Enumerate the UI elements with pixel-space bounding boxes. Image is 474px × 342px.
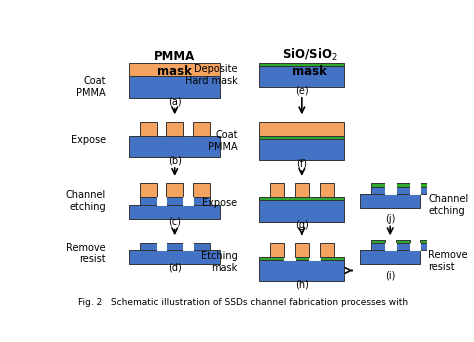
Bar bbox=[410, 187, 420, 194]
Text: Channel
etching: Channel etching bbox=[428, 194, 468, 216]
Bar bbox=[360, 250, 420, 264]
Bar bbox=[420, 187, 434, 194]
Text: (g): (g) bbox=[295, 220, 309, 230]
Text: Remove
resist: Remove resist bbox=[428, 250, 468, 272]
Bar bbox=[396, 243, 410, 250]
Bar bbox=[309, 256, 319, 260]
Text: Remove
resist: Remove resist bbox=[66, 243, 106, 264]
Bar bbox=[371, 240, 385, 243]
Bar bbox=[259, 66, 345, 87]
Text: (b): (b) bbox=[168, 155, 182, 166]
Bar bbox=[192, 122, 210, 136]
Bar bbox=[157, 243, 166, 250]
Bar bbox=[192, 184, 210, 197]
Text: Fig. 2   Schematic illustration of SSDs channel fabrication processes with: Fig. 2 Schematic illustration of SSDs ch… bbox=[78, 298, 408, 307]
Bar bbox=[319, 184, 334, 197]
Text: Deposite
Hard mask: Deposite Hard mask bbox=[185, 64, 237, 86]
Text: (j): (j) bbox=[385, 214, 395, 224]
Bar bbox=[385, 187, 396, 194]
Bar bbox=[129, 63, 220, 77]
Bar bbox=[410, 243, 420, 250]
Bar bbox=[420, 184, 434, 187]
Text: Channel
etching: Channel etching bbox=[65, 190, 106, 212]
Text: Expose: Expose bbox=[202, 198, 237, 208]
Bar bbox=[166, 243, 183, 250]
Text: PMMA
mask: PMMA mask bbox=[154, 50, 195, 78]
Bar bbox=[420, 243, 434, 250]
Bar bbox=[410, 184, 420, 187]
Bar bbox=[259, 260, 345, 281]
Bar bbox=[270, 243, 284, 256]
Text: (d): (d) bbox=[168, 262, 182, 273]
Bar bbox=[129, 250, 220, 264]
Bar bbox=[140, 184, 157, 197]
Bar bbox=[259, 63, 345, 66]
Bar bbox=[259, 122, 345, 136]
Text: SiO/SiO$_2$
mask: SiO/SiO$_2$ mask bbox=[282, 47, 337, 78]
Bar bbox=[140, 243, 157, 250]
Bar bbox=[371, 184, 385, 187]
Bar bbox=[385, 184, 396, 187]
Bar bbox=[420, 240, 434, 243]
Bar bbox=[183, 243, 192, 250]
Bar bbox=[129, 136, 220, 157]
Bar bbox=[166, 122, 183, 136]
Text: (h): (h) bbox=[295, 279, 309, 289]
Text: Expose: Expose bbox=[71, 135, 106, 145]
Bar bbox=[295, 184, 309, 197]
Bar bbox=[396, 184, 410, 187]
Bar bbox=[140, 197, 157, 205]
Text: Coat
PMMA: Coat PMMA bbox=[76, 77, 106, 98]
Text: Etching
mask: Etching mask bbox=[201, 251, 237, 273]
Bar bbox=[270, 184, 284, 197]
Bar bbox=[396, 240, 410, 243]
Text: (e): (e) bbox=[295, 85, 309, 95]
Text: (a): (a) bbox=[168, 96, 182, 106]
Bar bbox=[129, 77, 220, 98]
Bar bbox=[319, 243, 334, 256]
Bar bbox=[140, 122, 157, 136]
Bar bbox=[157, 197, 166, 205]
Text: (f): (f) bbox=[296, 158, 307, 169]
Bar bbox=[166, 184, 183, 197]
Bar bbox=[259, 256, 345, 260]
Text: (i): (i) bbox=[385, 270, 395, 280]
Bar bbox=[295, 243, 309, 256]
Bar bbox=[385, 243, 396, 250]
Bar bbox=[284, 256, 295, 260]
Bar bbox=[259, 197, 345, 200]
Text: Coat
PMMA: Coat PMMA bbox=[208, 130, 237, 152]
Bar bbox=[259, 139, 345, 160]
Bar bbox=[371, 243, 385, 250]
Bar bbox=[129, 205, 220, 219]
Bar bbox=[396, 187, 410, 194]
Bar bbox=[183, 197, 192, 205]
Bar bbox=[192, 243, 210, 250]
Bar bbox=[360, 194, 420, 208]
Bar bbox=[166, 197, 183, 205]
Bar bbox=[371, 187, 385, 194]
Bar bbox=[192, 197, 210, 205]
Text: (c): (c) bbox=[168, 217, 181, 227]
Bar bbox=[259, 136, 345, 139]
Bar bbox=[259, 200, 345, 222]
